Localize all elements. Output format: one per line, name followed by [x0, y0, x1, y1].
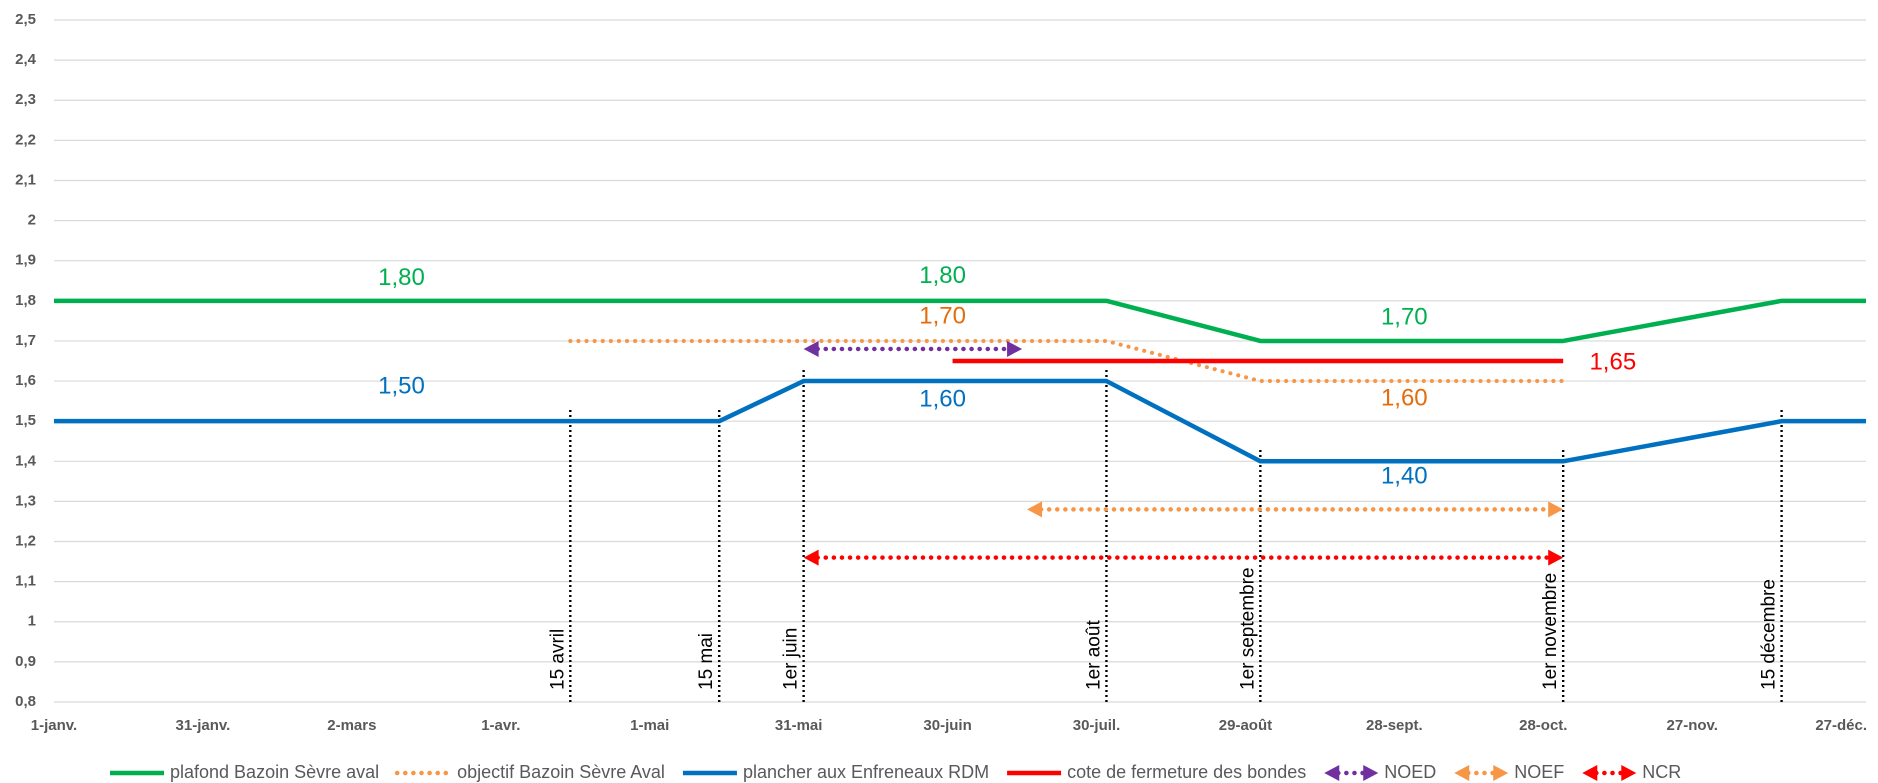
data-label: 1,80 — [378, 264, 425, 291]
y-tick-label: 2,4 — [15, 51, 37, 68]
arrow-head — [1007, 340, 1023, 357]
y-tick-label: 1,8 — [15, 292, 36, 309]
y-tick-label: 0,9 — [15, 653, 36, 670]
legend-item: NOEF — [1454, 762, 1564, 782]
data-label: 1,60 — [1381, 384, 1428, 411]
data-label: 1,70 — [1381, 303, 1428, 330]
series-line — [54, 378, 1866, 464]
legend-swatch — [1621, 765, 1637, 781]
y-tick-label: 1,5 — [15, 412, 36, 429]
y-tick-label: 1 — [28, 613, 36, 630]
x-tick-label: 27-nov. — [1667, 717, 1718, 734]
legend-label: NCR — [1642, 762, 1681, 782]
y-tick-label: 2 — [28, 212, 36, 229]
legend-swatch — [1454, 765, 1470, 781]
legend-item: cote de fermeture des bondes — [1007, 762, 1306, 782]
legend-item: plafond Bazoin Sèvre aval — [110, 762, 379, 782]
series-line — [54, 298, 1866, 344]
y-tick-label: 2,1 — [15, 171, 36, 188]
date-marker-label: 1er septembre — [1237, 567, 1258, 690]
legend-label: cote de fermeture des bondes — [1067, 762, 1306, 782]
x-tick-label: 30-juin — [923, 717, 971, 734]
date-marker-label: 1er juin — [781, 628, 802, 690]
y-tick-label: 2,2 — [15, 131, 36, 148]
x-tick-label: 1-mai — [630, 717, 669, 734]
arrow-head — [1027, 501, 1043, 518]
data-label: 1,65 — [1589, 348, 1636, 375]
x-tick-label: 31-mai — [775, 717, 823, 734]
x-tick-label: 1-janv. — [31, 717, 77, 734]
arrow-head — [803, 340, 819, 357]
legend-swatch — [1582, 765, 1598, 781]
date-marker-label: 15 avril — [547, 629, 568, 690]
date-marker-label: 15 mai — [696, 633, 717, 690]
x-tick-label: 2-mars — [327, 717, 376, 734]
legend-label: plancher aux Enfreneaux RDM — [743, 762, 989, 782]
y-tick-label: 2,3 — [15, 91, 36, 108]
y-tick-label: 1,6 — [15, 372, 36, 389]
y-tick-label: 1,2 — [15, 532, 36, 549]
y-tick-label: 1,4 — [15, 452, 37, 469]
y-tick-label: 2,5 — [15, 11, 36, 28]
y-tick-label: 1,1 — [15, 573, 36, 590]
legend-label: plafond Bazoin Sèvre aval — [170, 762, 379, 782]
x-tick-label: 30-juil. — [1073, 717, 1121, 734]
y-tick-label: 1,7 — [15, 332, 36, 349]
legend-item: plancher aux Enfreneaux RDM — [682, 762, 989, 782]
date-marker-label: 15 décembre — [1759, 579, 1780, 690]
legend-swatch — [1324, 765, 1340, 781]
legend-label: NOED — [1384, 762, 1436, 782]
x-tick-label: 28-oct. — [1519, 717, 1567, 734]
legend-item: NCR — [1582, 762, 1681, 782]
y-tick-label: 1,3 — [15, 492, 36, 509]
data-label: 1,70 — [919, 302, 966, 329]
y-tick-label: 0,8 — [15, 693, 36, 710]
x-tick-label: 31-janv. — [176, 717, 231, 734]
data-label: 1,40 — [1381, 463, 1428, 490]
arrow-head — [803, 549, 819, 566]
arrow-head — [1548, 501, 1564, 518]
legend-item: NOED — [1324, 762, 1436, 782]
date-marker-label: 1er août — [1083, 620, 1104, 690]
legend-swatch — [1363, 765, 1379, 781]
x-tick-label: 29-août — [1219, 717, 1272, 734]
arrow-head — [1548, 549, 1564, 566]
legend-item: objectif Bazoin Sèvre Aval — [394, 762, 665, 782]
x-tick-label: 28-sept. — [1366, 717, 1423, 734]
data-label: 1,80 — [919, 262, 966, 289]
x-tick-label: 1-avr. — [481, 717, 520, 734]
date-marker-label: 1er novembre — [1540, 573, 1561, 690]
legend-swatch — [1493, 765, 1509, 781]
legend-label: objectif Bazoin Sèvre Aval — [457, 762, 665, 782]
x-tick-label: 27-déc. — [1815, 717, 1867, 734]
data-label: 1,60 — [919, 385, 966, 412]
legend-label: NOEF — [1514, 762, 1564, 782]
data-label: 1,50 — [378, 373, 425, 400]
y-tick-label: 1,9 — [15, 252, 36, 269]
